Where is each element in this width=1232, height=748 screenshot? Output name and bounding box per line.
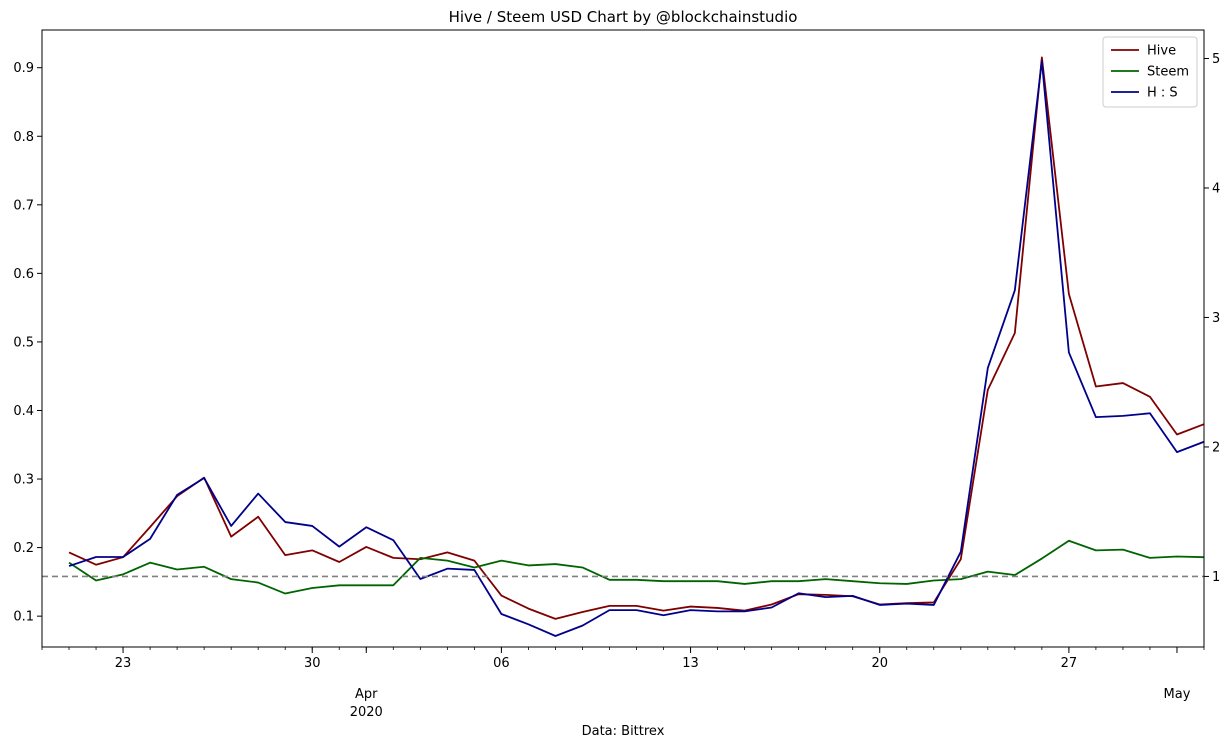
x-tick-label: 27	[1061, 656, 1078, 671]
x-tick-label: 13	[682, 656, 699, 671]
y-right-tick-label: 5	[1212, 52, 1220, 67]
y-left-tick-label: 0.9	[13, 61, 34, 76]
x-tick-label: 20	[871, 656, 888, 671]
x-axis: 23 30 06 13 20 27 Apr 2020 May	[41, 647, 1205, 720]
y-left-tick-label: 0.4	[13, 404, 34, 419]
x-tick-label: 23	[115, 656, 132, 671]
legend: Hive Steem H : S	[1102, 36, 1198, 108]
y-left-tick-label: 0.5	[13, 335, 34, 350]
legend-label: Hive	[1147, 44, 1176, 59]
x-tick-label: 30	[304, 656, 321, 671]
y-right-tick-label: 3	[1212, 311, 1220, 326]
y-axis-left: 0.1 0.2 0.3 0.4 0.5 0.6 0.7 0.8 0.9	[13, 61, 42, 625]
y-left-tick-label: 0.8	[13, 130, 34, 145]
y-axis-right: 1 2 3 4 5	[1204, 52, 1220, 585]
y-right-tick-label: 2	[1212, 440, 1220, 455]
y-right-tick-label: 1	[1212, 570, 1220, 585]
series-line-h-s	[68, 60, 1204, 637]
legend-label: H : S	[1147, 86, 1178, 101]
y-left-tick-label: 0.3	[13, 473, 34, 488]
legend-box	[1102, 36, 1198, 108]
series-line-hive	[68, 56, 1204, 620]
y-left-tick-label: 0.2	[13, 541, 34, 556]
y-left-tick-label: 0.1	[13, 610, 34, 625]
series-lines	[68, 56, 1204, 637]
chart-title: Hive / Steem USD Chart by @blockchainstu…	[449, 8, 798, 26]
x-tick-label: 06	[493, 656, 510, 671]
x-year-label: 2020	[350, 705, 383, 720]
y-right-tick-label: 4	[1212, 181, 1220, 196]
x-month-label: May	[1164, 687, 1191, 702]
series-line-steem	[68, 539, 1204, 595]
legend-label: Steem	[1147, 65, 1189, 80]
x-month-label: Apr	[355, 687, 378, 702]
x-axis-label: Data: Bittrex	[582, 724, 665, 739]
y-left-tick-label: 0.6	[13, 267, 34, 282]
y-left-tick-label: 0.7	[13, 198, 34, 213]
plot-frame	[41, 29, 1205, 648]
